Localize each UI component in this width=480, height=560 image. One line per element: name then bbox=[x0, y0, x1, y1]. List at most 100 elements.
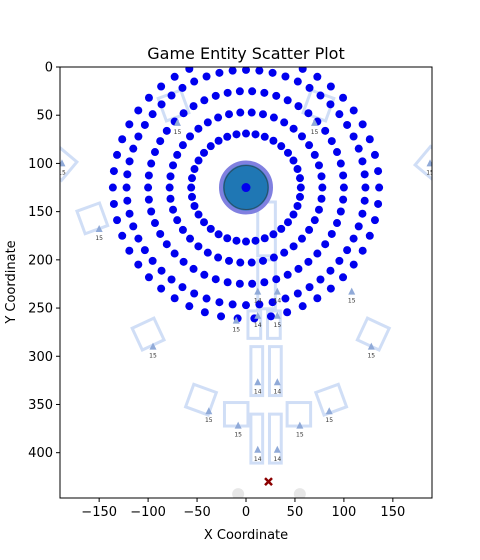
ring-dot bbox=[343, 246, 352, 255]
ring-dot bbox=[118, 231, 127, 240]
ring-dot bbox=[242, 129, 250, 138]
y-tick-label: 300 bbox=[28, 350, 53, 365]
ring-dot bbox=[156, 137, 165, 146]
ring-dot bbox=[313, 72, 322, 81]
ring-dot bbox=[211, 275, 220, 284]
ring-dot bbox=[144, 171, 153, 180]
ring-dot bbox=[134, 106, 143, 115]
platform-tilted-far-left-shape bbox=[75, 201, 110, 236]
ring-dot bbox=[283, 148, 292, 157]
ring-dot bbox=[179, 257, 188, 266]
ring-dot bbox=[298, 67, 307, 73]
marker-label: 15 bbox=[234, 432, 242, 439]
x-tick-label: 150 bbox=[380, 505, 405, 520]
y-axis-label: Y Coordinate bbox=[4, 240, 19, 324]
y-tick-label: 0 bbox=[45, 61, 53, 76]
ring-dot bbox=[365, 135, 374, 144]
ring-dot bbox=[255, 67, 264, 75]
axis-ticks: −150 −100 −50 0 50 100 150 0 50 100 150 200 250 300 35… bbox=[28, 61, 405, 521]
ring-dot bbox=[179, 109, 188, 118]
ring-dot bbox=[247, 108, 256, 117]
ring-dot bbox=[305, 83, 314, 92]
ring-dot bbox=[316, 91, 325, 100]
ring-dot bbox=[304, 257, 313, 266]
ring-dot bbox=[156, 229, 165, 238]
ring-dot bbox=[190, 201, 199, 210]
ring-dot bbox=[194, 210, 203, 219]
marker-triangle bbox=[273, 287, 281, 295]
ring-dot bbox=[349, 106, 358, 115]
ring-dot bbox=[305, 225, 314, 234]
ring-dot bbox=[266, 312, 275, 321]
ring-dot bbox=[214, 230, 223, 239]
ring-dot bbox=[255, 300, 264, 309]
ring-dot bbox=[281, 294, 290, 303]
ring-dot bbox=[178, 225, 187, 234]
center-entity-dot bbox=[241, 183, 251, 193]
ring-dot bbox=[258, 256, 267, 265]
ring-dot bbox=[272, 275, 281, 284]
ring-dot bbox=[190, 77, 199, 86]
ring-dot bbox=[358, 157, 367, 166]
platform-edge-right bbox=[412, 144, 432, 183]
y-tick-label: 250 bbox=[28, 302, 53, 317]
ring-dot bbox=[200, 218, 209, 227]
ring-dot bbox=[375, 183, 384, 192]
cross-marker bbox=[264, 477, 273, 486]
marker-label: 15 bbox=[325, 417, 333, 424]
ring-dot bbox=[123, 170, 132, 179]
ring-dot bbox=[242, 301, 250, 310]
grey-circle bbox=[232, 488, 245, 498]
ring-dot bbox=[113, 150, 122, 159]
ring-dot bbox=[169, 205, 178, 214]
ring-dot bbox=[125, 157, 134, 166]
marker-label: 14 bbox=[274, 388, 282, 395]
ring-dot bbox=[269, 136, 278, 145]
ring-dot bbox=[125, 120, 134, 129]
ring-dot bbox=[144, 183, 153, 192]
ring-dot bbox=[211, 91, 220, 100]
ring-dot bbox=[186, 234, 195, 243]
ring-dot bbox=[225, 110, 234, 119]
ring-dot bbox=[360, 196, 369, 205]
platform-lower-right bbox=[267, 345, 283, 398]
ring-dot bbox=[109, 167, 118, 176]
x-tick-label: −100 bbox=[130, 505, 166, 520]
ring-dot bbox=[232, 130, 241, 139]
marker-triangle bbox=[205, 407, 213, 415]
marker-label: 15 bbox=[296, 432, 304, 439]
ring-dot bbox=[360, 170, 369, 179]
platform-bottom-left bbox=[249, 412, 265, 465]
ring-dot bbox=[268, 68, 277, 77]
ring-dot bbox=[370, 150, 379, 159]
ring-dot bbox=[170, 294, 179, 303]
platform-small-left bbox=[246, 309, 263, 340]
marker-triangle bbox=[273, 378, 281, 386]
ring-dot bbox=[109, 199, 118, 208]
ring-dot bbox=[202, 294, 211, 303]
platform-edge-right-shape bbox=[412, 144, 432, 183]
marker-label: 15 bbox=[426, 169, 434, 176]
ring-dot bbox=[248, 279, 257, 288]
x-tick-label: 0 bbox=[242, 505, 250, 520]
ring-dot bbox=[202, 72, 211, 81]
marker-triangle bbox=[149, 342, 157, 350]
ring-dot bbox=[339, 273, 348, 282]
ring-dot bbox=[318, 183, 327, 192]
ring-dot bbox=[321, 126, 330, 135]
ring-dot bbox=[304, 109, 313, 118]
ring-dot bbox=[134, 234, 143, 243]
ring-dot bbox=[349, 260, 358, 269]
marker-triangle bbox=[348, 287, 356, 295]
platform-tilted-left bbox=[130, 316, 167, 353]
ring-dot bbox=[140, 120, 149, 129]
ring-dot bbox=[293, 201, 302, 210]
ring-dot bbox=[268, 298, 277, 307]
ring-dot bbox=[335, 110, 344, 119]
ring-dot bbox=[200, 308, 209, 317]
ring-dot bbox=[125, 209, 134, 218]
ring-dot bbox=[327, 229, 336, 238]
ring-dot bbox=[289, 156, 298, 165]
ring-dot bbox=[272, 91, 281, 100]
ring-dot bbox=[269, 230, 278, 239]
